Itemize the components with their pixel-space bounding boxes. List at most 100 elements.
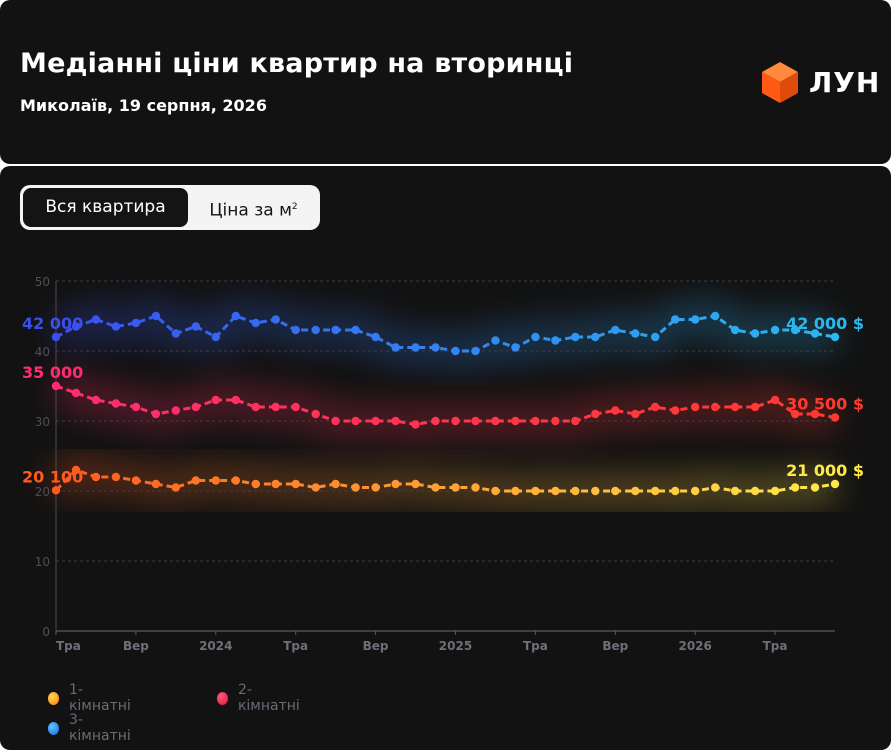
data-point[interactable]	[111, 322, 121, 331]
data-point[interactable]	[471, 346, 480, 356]
data-point[interactable]	[371, 416, 380, 426]
data-point[interactable]	[711, 402, 720, 412]
legend-item-3-room[interactable]: 3-кімнатні	[48, 712, 133, 744]
data-point[interactable]	[231, 395, 240, 405]
data-point[interactable]	[251, 479, 260, 489]
data-point[interactable]	[750, 329, 760, 338]
data-point[interactable]	[151, 479, 161, 489]
data-point[interactable]	[591, 486, 600, 496]
data-point[interactable]	[51, 332, 61, 342]
data-point[interactable]	[191, 402, 200, 412]
data-point[interactable]	[511, 416, 520, 426]
data-point[interactable]	[151, 409, 161, 419]
data-point[interactable]	[351, 416, 360, 426]
data-point[interactable]	[810, 409, 820, 419]
data-point[interactable]	[571, 486, 580, 496]
data-point[interactable]	[810, 483, 820, 492]
data-point[interactable]	[830, 332, 840, 342]
data-point[interactable]	[491, 336, 500, 345]
data-point[interactable]	[651, 402, 660, 412]
data-point[interactable]	[351, 483, 360, 492]
data-point[interactable]	[770, 395, 780, 405]
data-point[interactable]	[431, 416, 440, 426]
data-point[interactable]	[131, 402, 141, 412]
data-point[interactable]	[111, 399, 121, 408]
data-point[interactable]	[691, 486, 700, 496]
data-point[interactable]	[651, 332, 660, 342]
data-point[interactable]	[511, 486, 520, 496]
data-point[interactable]	[671, 315, 680, 324]
data-point[interactable]	[691, 402, 700, 412]
data-point[interactable]	[790, 325, 800, 335]
data-point[interactable]	[211, 395, 220, 405]
data-point[interactable]	[471, 483, 480, 492]
data-point[interactable]	[91, 395, 101, 405]
data-point[interactable]	[810, 329, 820, 338]
data-point[interactable]	[790, 483, 800, 492]
data-point[interactable]	[51, 486, 61, 495]
data-point[interactable]	[750, 486, 760, 496]
data-point[interactable]	[71, 465, 81, 475]
data-point[interactable]	[790, 409, 800, 419]
legend-item-2-room[interactable]: 2-кімнатні	[217, 682, 302, 714]
data-point[interactable]	[391, 416, 400, 426]
data-point[interactable]	[551, 416, 560, 426]
data-point[interactable]	[171, 329, 180, 338]
data-point[interactable]	[331, 416, 340, 426]
data-point[interactable]	[671, 406, 680, 415]
data-point[interactable]	[651, 486, 660, 496]
data-point[interactable]	[371, 483, 380, 492]
data-point[interactable]	[291, 402, 300, 412]
data-point[interactable]	[171, 406, 180, 415]
data-point[interactable]	[151, 311, 161, 321]
data-point[interactable]	[311, 483, 320, 492]
toggle-whole-apartment[interactable]: Вся квартира	[23, 188, 188, 227]
data-point[interactable]	[631, 486, 640, 496]
data-point[interactable]	[491, 486, 500, 496]
data-point[interactable]	[291, 479, 300, 489]
data-point[interactable]	[231, 311, 240, 321]
data-point[interactable]	[51, 381, 61, 391]
data-point[interactable]	[351, 325, 360, 335]
data-point[interactable]	[830, 479, 840, 489]
data-point[interactable]	[770, 486, 780, 496]
data-point[interactable]	[331, 325, 340, 335]
data-point[interactable]	[291, 325, 300, 335]
data-point[interactable]	[571, 332, 580, 342]
data-point[interactable]	[71, 322, 81, 331]
data-point[interactable]	[91, 315, 101, 324]
data-point[interactable]	[730, 402, 740, 412]
data-point[interactable]	[611, 325, 620, 335]
data-point[interactable]	[451, 346, 460, 356]
data-point[interactable]	[451, 416, 460, 426]
data-point[interactable]	[611, 486, 620, 496]
data-point[interactable]	[391, 479, 400, 489]
data-point[interactable]	[431, 483, 440, 492]
legend-item-1-room[interactable]: 1-кімнатні	[48, 682, 133, 714]
data-point[interactable]	[531, 332, 540, 342]
data-point[interactable]	[251, 318, 260, 328]
data-point[interactable]	[591, 409, 600, 419]
data-point[interactable]	[611, 406, 620, 415]
data-point[interactable]	[511, 343, 520, 352]
data-point[interactable]	[750, 402, 760, 412]
data-point[interactable]	[691, 315, 700, 324]
data-point[interactable]	[631, 409, 640, 419]
data-point[interactable]	[331, 479, 340, 489]
data-point[interactable]	[730, 486, 740, 496]
data-point[interactable]	[711, 311, 720, 321]
data-point[interactable]	[111, 472, 121, 482]
data-point[interactable]	[411, 420, 420, 429]
data-point[interactable]	[451, 483, 460, 492]
data-point[interactable]	[131, 318, 141, 328]
toggle-price-per-m2[interactable]: Ціна за м2	[190, 188, 317, 227]
data-point[interactable]	[231, 476, 240, 485]
data-point[interactable]	[271, 402, 280, 412]
data-point[interactable]	[531, 416, 540, 426]
data-point[interactable]	[551, 336, 560, 345]
data-point[interactable]	[551, 486, 560, 496]
data-point[interactable]	[191, 476, 200, 485]
data-point[interactable]	[171, 483, 180, 492]
data-point[interactable]	[770, 325, 780, 335]
data-point[interactable]	[211, 332, 220, 342]
